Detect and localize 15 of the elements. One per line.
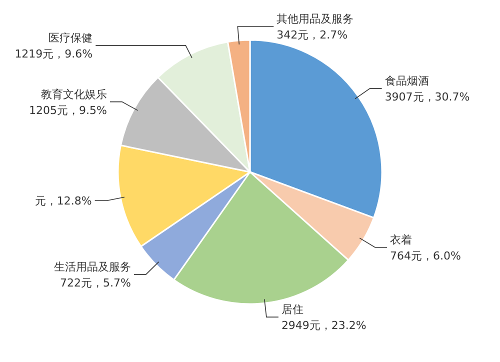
data-label: 元，12.8% <box>34 194 92 208</box>
slice-label: 其他用品及服务 <box>276 12 354 26</box>
slice-label: 医疗保健 <box>48 31 93 44</box>
data-label: 764元，6.0% <box>390 249 461 262</box>
slice-label: 生活用品及服务 <box>54 260 131 274</box>
data-label: 342元，2.7% <box>276 28 348 42</box>
data-label: 1205元，9.5% <box>29 104 107 117</box>
slice-label: 食品烟酒 <box>384 74 429 88</box>
slice-label: 教育文化娱乐 <box>40 88 107 101</box>
data-label: 2949元，23.2% <box>281 319 366 332</box>
data-label: 3907元，30.7% <box>384 90 470 104</box>
data-label: 722元，5.7% <box>60 276 131 290</box>
slice-label: 衣着 <box>390 233 412 246</box>
data-label: 1219元，9.6% <box>14 47 93 60</box>
slice-label: 居住 <box>281 303 304 316</box>
